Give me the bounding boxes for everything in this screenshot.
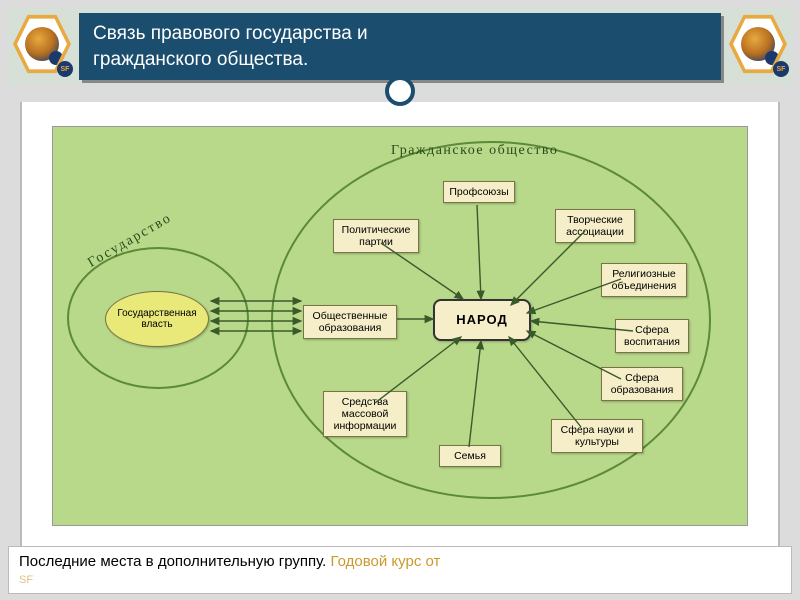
diagram-canvas: Государство Гражданское общество Государ… bbox=[52, 126, 748, 526]
sf-badge-icon: SF bbox=[57, 61, 73, 77]
footer-text-gold: Годовой курс от bbox=[326, 553, 440, 570]
slide-body: Государство Гражданское общество Государ… bbox=[20, 102, 780, 552]
node-edu_sphere: Сфера воспитания bbox=[615, 319, 689, 353]
connector-circle-icon bbox=[385, 76, 415, 106]
footer-bar: Последние места в дополнительную группу.… bbox=[8, 546, 792, 594]
title-line-1: Связь правового государства и bbox=[93, 23, 368, 44]
people-center-node: НАРОД bbox=[433, 299, 531, 341]
node-unions: Профсоюзы bbox=[443, 181, 515, 203]
node-religious: Религиозные объединения bbox=[601, 263, 687, 297]
government-power-node: Государственная власть bbox=[105, 291, 209, 347]
slide-title: Связь правового государства и гражданско… bbox=[79, 13, 721, 80]
node-pub_edu: Общественные образования bbox=[303, 305, 397, 339]
node-assoc: Творческие ассоциации bbox=[555, 209, 635, 243]
footer-truncated: SF bbox=[19, 574, 33, 586]
node-parties: Политические партии bbox=[333, 219, 419, 253]
node-family: Семья bbox=[439, 445, 501, 467]
node-education: Сфера образования bbox=[601, 367, 683, 401]
footer-text-dark: Последние места в дополнительную группу. bbox=[19, 553, 326, 570]
title-line-2: гражданского общества. bbox=[93, 49, 308, 70]
header-frame: SF Связь правового государства и граждан… bbox=[8, 8, 792, 85]
logo-left: SF bbox=[13, 13, 71, 75]
civil-label: Гражданское общество bbox=[391, 143, 558, 159]
logo-right: SF bbox=[729, 13, 787, 75]
node-science: Сфера науки и культуры bbox=[551, 419, 643, 453]
node-media: Средства массовой информации bbox=[323, 391, 407, 437]
sf-badge-icon: SF bbox=[773, 61, 789, 77]
